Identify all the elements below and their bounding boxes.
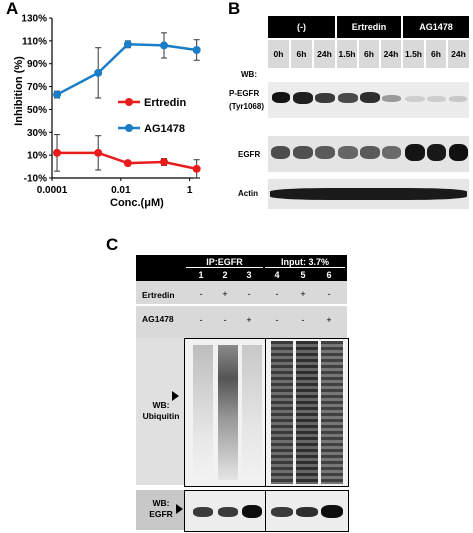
treatment-cell: + [300,289,306,299]
panel-a-letter: A [6,0,19,18]
data-point [160,158,169,166]
panel-a-chart: -10% 10% 30% 50% 70% 90% 110% 130% 0.0001 0.01 1 Er… [21,14,201,196]
data-point [94,148,103,157]
treatment-cell: + [326,315,332,325]
x-tick-label: 1 [187,185,193,196]
data-point [53,90,62,99]
y-tick-label: 90% [27,59,47,70]
y-axis-title: Inhibition (%) [13,56,25,126]
treatment-cell: - [275,289,279,299]
series-line [56,43,197,96]
blot-label-pegfr: P-EGFR (Tyr1068) [229,89,264,111]
y-tick-label: 10% [27,151,47,162]
treatment-cell: - [327,289,331,299]
time-label: 6h [426,40,446,68]
data-point [53,148,62,157]
lane-number: 3 [246,270,252,280]
lane-number: 2 [222,270,228,280]
lane-number: 5 [300,270,306,280]
panel-c-letter: C [106,235,119,254]
blot-ubiquitin [184,338,349,487]
treatment-cell: - [247,289,251,299]
treatment-cell: - [223,315,227,325]
treatment-cell: - [199,315,203,325]
blot-label-egfr-c: WB: EGFR [149,498,173,519]
lane-number: 4 [274,270,280,280]
data-point [192,46,201,54]
treatment-cell: - [301,315,305,325]
time-label: 6h [291,40,312,68]
blot-pegfr [268,82,469,118]
time-label: 6h [359,40,379,68]
panel-c-corner [136,255,184,281]
blot-label-egfr: EGFR [238,150,261,159]
group-header-ag1478: AG1478 [403,16,469,38]
treatment-label-ag1478: AG1478 [142,314,174,324]
time-label: 1.5h [403,40,424,68]
data-point [192,164,201,173]
time-label: 24h [381,40,401,68]
treatment-cell: - [275,315,279,325]
legend-label: AG1478 [144,123,185,135]
y-tick-label: 30% [27,128,47,139]
group-header-none: (-) [268,16,335,38]
table-row-divider [136,304,347,306]
time-label: 1.5h [337,40,357,68]
wb-label: WB: [241,70,257,79]
group-header-ertredin: Ertredin [337,16,401,38]
treatment-cell: + [222,289,228,299]
y-tick-label: 110% [22,36,47,47]
lane-number: 6 [326,270,332,280]
y-tick-label: 50% [27,105,47,116]
x-axis-title: Conc.(μM) [110,197,164,209]
treatment-cell: - [199,289,203,299]
ub-label-bg [136,338,184,485]
data-point [123,159,132,168]
data-point [123,40,132,49]
legend-swatch-marker [125,124,133,132]
arrow-marker-egfr-icon [176,504,183,514]
input-header: Input: 3.7% [265,257,345,268]
blot-egfr [268,136,469,172]
time-label: 24h [448,40,469,68]
blot-actin [268,179,469,209]
treatment-cell: + [246,315,252,325]
data-point [160,41,169,50]
legend-label: Ertredin [144,97,186,109]
arrow-marker-ubiquitin-icon [172,391,179,401]
blot-egfr-c [184,490,349,532]
legend-swatch-marker [125,98,133,106]
blot-label-ubiquitin: WB: Ubiquitin [142,400,180,421]
y-tick-label: 130% [21,14,47,25]
blot-label-actin: Actin [238,189,258,198]
y-tick-label: -10% [24,174,47,185]
time-label: 0h [268,40,289,68]
treatment-label-ertredin: Ertredin [142,290,175,300]
x-tick-label: 0.01 [111,185,131,196]
panel-b-letter: B [228,0,241,18]
lane-number: 1 [198,270,204,280]
time-label: 24h [314,40,335,68]
y-tick-label: 70% [27,82,47,93]
ip-header: IP:EGFR [186,257,263,268]
data-point [94,68,103,77]
x-tick-label: 0.0001 [37,185,68,196]
